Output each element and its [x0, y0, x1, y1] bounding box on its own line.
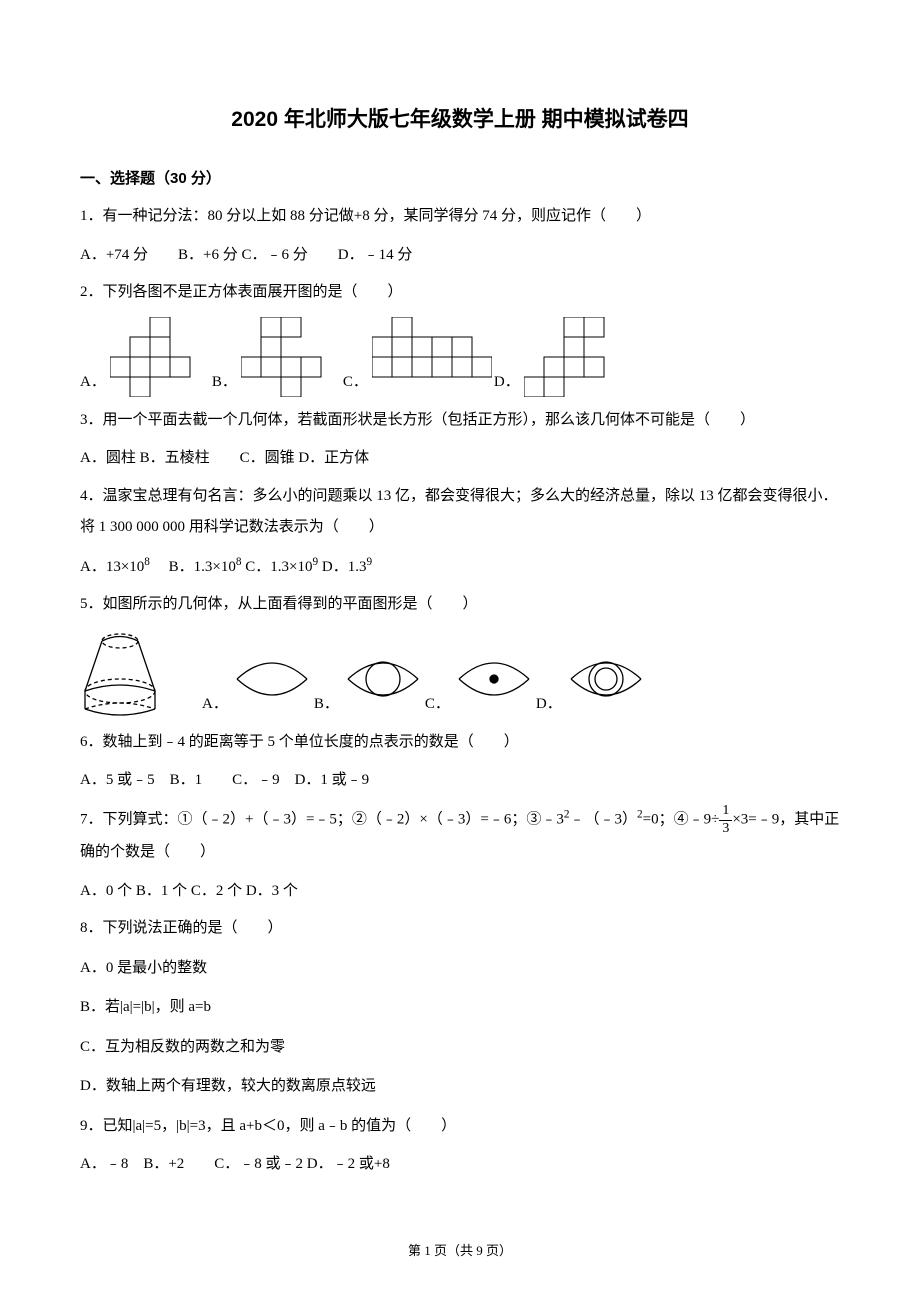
q5-b-icon [343, 639, 423, 719]
question-4-options: A．13×108 B．1.3×108 C．1.3×109 D．1.39 [80, 552, 840, 582]
q2-option-a: A． [80, 317, 210, 397]
q4-opt-b-exp: 8 [236, 556, 242, 568]
q5-label-d: D． [536, 690, 562, 719]
question-6-options: A．5 或﹣5 B．1 C．﹣9 D．1 或﹣9 [80, 766, 840, 795]
q5-a-icon [232, 639, 312, 719]
q5-option-d: D． [536, 639, 646, 719]
question-9: 9．已知|a|=5，|b|=3，且 a+b＜0，则 a﹣b 的值为（ ） [80, 1111, 840, 1143]
net-a-icon [110, 317, 210, 397]
question-5: 5．如图所示的几何体，从上面看得到的平面图形是（ ） [80, 589, 840, 621]
q5-option-a: A． [202, 639, 312, 719]
exam-page: 2020 年北师大版七年级数学上册 期中模拟试卷四 一、选择题（30 分） 1．… [0, 0, 920, 1314]
q7-before: 7．下列算式：①（﹣2）+（﹣3）=﹣5；②（﹣2）×（﹣3）=﹣6；③﹣3 [80, 812, 564, 828]
q2-option-c: C． [343, 317, 492, 397]
q5-solid-icon [80, 629, 200, 719]
question-1: 1．有一种记分法：80 分以上如 88 分记做+8 分，某同学得分 74 分，则… [80, 201, 840, 233]
question-8-opt-c: C．互为相反数的两数之和为零 [80, 1032, 840, 1064]
q2-label-b: B． [212, 368, 237, 397]
net-d-icon [524, 317, 624, 397]
q7-frac-den: 3 [719, 821, 732, 838]
q7-mid2: =0；④﹣9÷ [643, 812, 720, 828]
question-5-figures: A． B． C． D． [80, 629, 840, 719]
q4-opt-c-exp: 9 [312, 556, 318, 568]
exam-title: 2020 年北师大版七年级数学上册 期中模拟试卷四 [80, 100, 840, 140]
q5-label-a: A． [202, 690, 228, 719]
question-8: 8．下列说法正确的是（ ） [80, 913, 840, 945]
q5-c-icon [454, 639, 534, 719]
question-7: 7．下列算式：①（﹣2）+（﹣3）=﹣5；②（﹣2）×（﹣3）=﹣6；③﹣32﹣… [80, 803, 840, 869]
net-c-icon [372, 317, 492, 397]
question-8-opt-d: D．数轴上两个有理数，较大的数离原点较远 [80, 1071, 840, 1103]
net-b-icon [241, 317, 341, 397]
q2-option-b: B． [212, 317, 341, 397]
question-2-figures: A． B． [80, 317, 840, 397]
question-3-options: A．圆柱 B．五棱柱 C．圆锥 D．正方体 [80, 444, 840, 473]
question-1-options: A．+74 分 B．+6 分 C．﹣6 分 D．﹣14 分 [80, 241, 840, 270]
question-2: 2．下列各图不是正方体表面展开图的是（ ） [80, 277, 840, 309]
q5-label-c: C． [425, 690, 450, 719]
q5-option-c: C． [425, 639, 534, 719]
q7-mid1: ﹣（﹣3） [569, 812, 637, 828]
q2-label-a: A． [80, 368, 106, 397]
q7-fraction: 13 [719, 803, 732, 838]
q2-option-d: D． [494, 317, 624, 397]
q5-d-icon [566, 639, 646, 719]
q4-opt-c: C．1.3×10 [245, 559, 312, 575]
q4-opt-d-exp: 9 [366, 556, 372, 568]
question-7-options: A．0 个 B．1 个 C．2 个 D．3 个 [80, 877, 840, 906]
q2-label-d: D． [494, 368, 520, 397]
q4-opt-a-exp: 8 [144, 556, 150, 568]
question-3: 3．用一个平面去截一个几何体，若截面形状是长方形（包括正方形），那么该几何体不可… [80, 405, 840, 437]
q4-opt-d: D．1.3 [322, 559, 367, 575]
q2-label-c: C． [343, 368, 368, 397]
question-4: 4．温家宝总理有句名言：多么小的问题乘以 13 亿，都会变得很大；多么大的经济总… [80, 481, 840, 544]
question-8-opt-b: B．若|a|=|b|，则 a=b [80, 992, 840, 1024]
q5-option-b: B． [314, 639, 423, 719]
page-footer: 第 1 页（共 9 页） [80, 1239, 840, 1264]
question-6: 6．数轴上到﹣4 的距离等于 5 个单位长度的点表示的数是（ ） [80, 727, 840, 759]
q7-frac-num: 1 [719, 803, 732, 821]
question-8-opt-a: A．0 是最小的整数 [80, 953, 840, 985]
question-9-options: A．﹣8 B．+2 C．﹣8 或﹣2 D．﹣2 或+8 [80, 1150, 840, 1179]
q4-opt-a: A．13×10 [80, 559, 144, 575]
q5-label-b: B． [314, 690, 339, 719]
q4-opt-b: B．1.3×10 [154, 559, 236, 575]
section-header: 一、选择题（30 分） [80, 165, 840, 194]
